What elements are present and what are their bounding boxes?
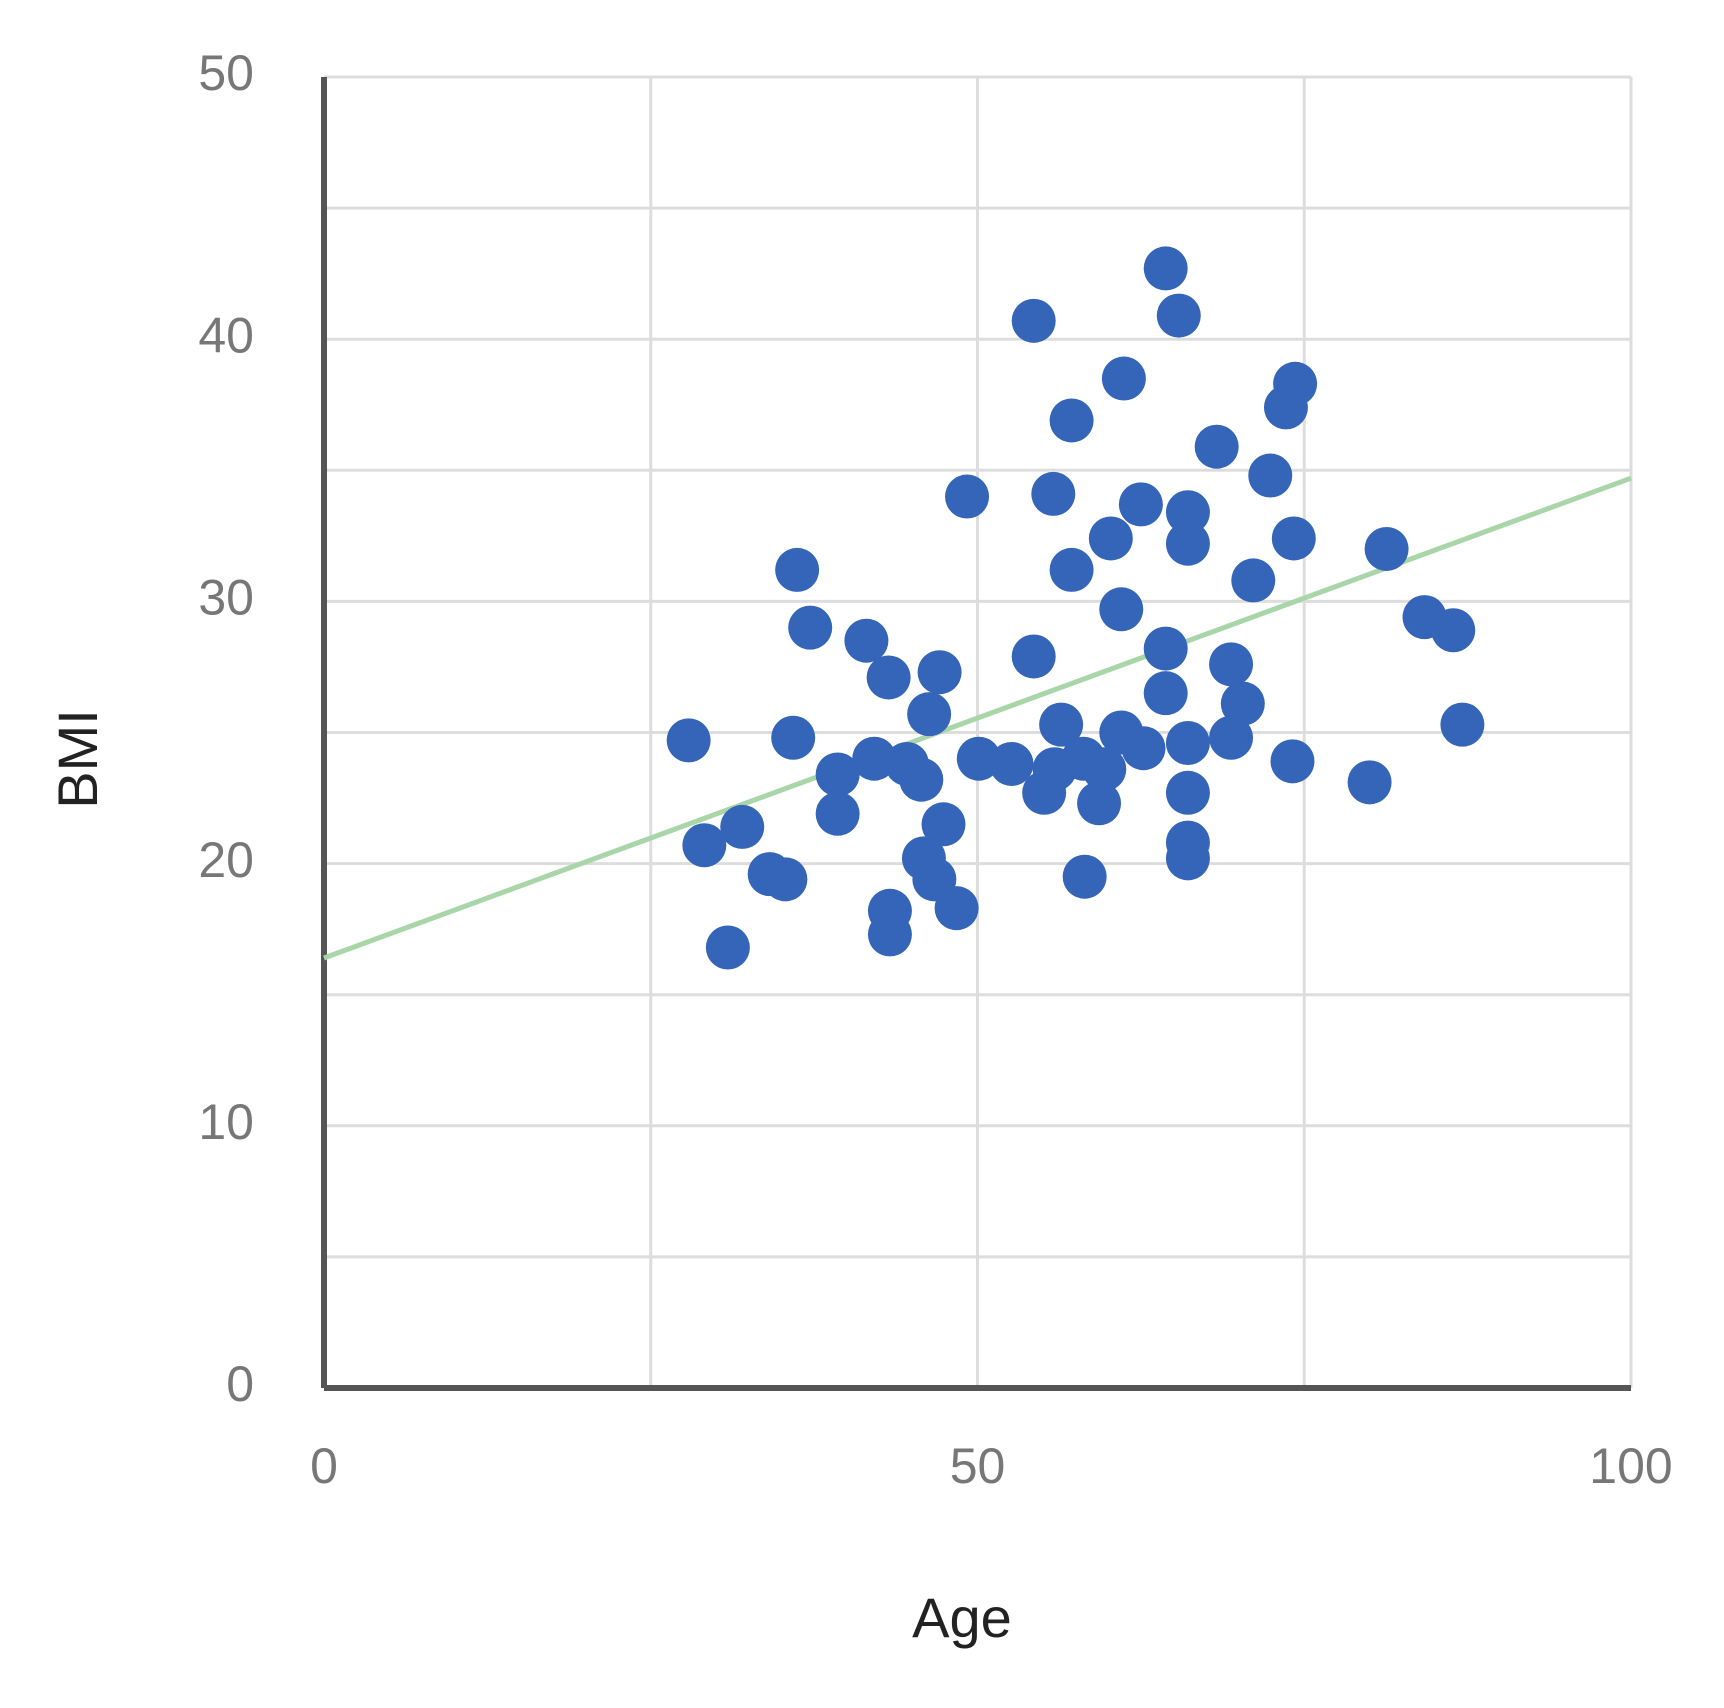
- point: [705, 925, 750, 970]
- point: [1032, 747, 1077, 792]
- point: [1165, 490, 1210, 535]
- point: [1231, 558, 1276, 603]
- point: [1062, 854, 1107, 899]
- point: [1165, 770, 1210, 815]
- point: [899, 757, 944, 802]
- point: [1118, 482, 1163, 527]
- point: [1364, 526, 1409, 571]
- point: [1011, 634, 1056, 679]
- point: [1165, 720, 1210, 765]
- point: [1031, 471, 1076, 516]
- point: [989, 741, 1034, 786]
- point: [1101, 356, 1146, 401]
- point: [921, 802, 966, 847]
- point: [867, 912, 912, 957]
- point: [1209, 642, 1254, 687]
- point: [1440, 702, 1485, 747]
- point: [1143, 671, 1188, 716]
- point: [815, 752, 860, 797]
- point: [1143, 246, 1188, 291]
- point: [666, 718, 711, 763]
- point: [917, 650, 962, 695]
- x-tick-label: 100: [1589, 1438, 1672, 1494]
- trendline: [323, 475, 1632, 961]
- y-tick-label: 50: [198, 45, 254, 101]
- point: [844, 618, 889, 663]
- x-axis-label: Age: [912, 1586, 1012, 1649]
- point: [788, 605, 833, 650]
- point: [1273, 361, 1318, 406]
- point: [956, 736, 1001, 781]
- point: [1431, 608, 1476, 653]
- point: [1347, 760, 1392, 805]
- point: [771, 715, 816, 760]
- point: [934, 886, 979, 931]
- point: [1165, 521, 1210, 566]
- point: [720, 804, 765, 849]
- point: [682, 823, 727, 868]
- x-tick-label: 0: [310, 1438, 338, 1494]
- point: [1039, 702, 1084, 747]
- point: [1156, 293, 1201, 338]
- point: [763, 857, 808, 902]
- point: [1220, 681, 1265, 726]
- point: [907, 692, 952, 737]
- point: [1165, 836, 1210, 881]
- point: [775, 547, 820, 592]
- y-axis-label: BMI: [46, 709, 109, 809]
- point: [945, 474, 990, 519]
- point: [1077, 781, 1122, 826]
- point: [1049, 547, 1094, 592]
- point: [1248, 453, 1293, 498]
- point: [1088, 516, 1133, 561]
- point: [852, 736, 897, 781]
- y-tick-label: 30: [198, 570, 254, 626]
- point: [1143, 626, 1188, 671]
- y-tick-label: 0: [226, 1356, 254, 1412]
- point: [1270, 739, 1315, 784]
- y-tick-label: 10: [198, 1094, 254, 1150]
- point: [1271, 516, 1316, 561]
- point: [1194, 424, 1239, 469]
- point: [1011, 298, 1056, 343]
- y-tick-label: 20: [198, 832, 254, 888]
- point: [866, 655, 911, 700]
- y-tick-label: 40: [198, 307, 254, 363]
- point: [1121, 726, 1166, 771]
- point: [1049, 398, 1094, 443]
- point: [815, 791, 860, 836]
- point: [1082, 747, 1127, 792]
- x-tick-label: 50: [950, 1438, 1006, 1494]
- point: [1099, 587, 1144, 632]
- point: [1209, 715, 1254, 760]
